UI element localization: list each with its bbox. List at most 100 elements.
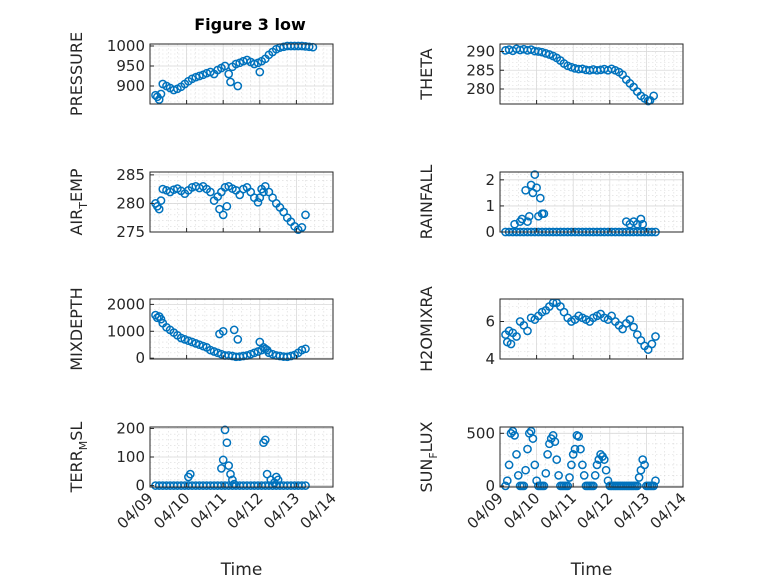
sun_flux-point <box>530 460 540 470</box>
mixdepth-ytick-label: 0 <box>135 349 145 367</box>
rainfall-point <box>539 209 549 219</box>
air_temp-ytick-label: 280 <box>116 194 145 212</box>
theta-ylabel: THETA <box>417 48 436 100</box>
rainfall-point <box>524 211 534 221</box>
terr_msl-point <box>301 481 310 490</box>
theta-axes-border <box>499 43 684 105</box>
terr_msl-point <box>297 481 307 490</box>
rainfall-point <box>636 214 646 224</box>
pressure-point <box>304 42 314 52</box>
sun_flux-point <box>632 481 642 491</box>
h2omixra-ytick-label: 6 <box>485 313 495 331</box>
mixdepth-point <box>156 314 166 324</box>
terr_msl-ytick-label: 100 <box>116 448 145 466</box>
sun_flux-point <box>521 465 530 475</box>
h2omixra-ytick-label: 4 <box>485 350 495 368</box>
terr_msl-point <box>220 425 230 435</box>
air_temp-point <box>154 204 164 214</box>
sun_flux-point <box>649 481 659 491</box>
h2omixra-point <box>629 322 638 332</box>
sun_flux-xtick-label: 04/14 <box>647 489 690 532</box>
air_temp-axes <box>149 171 334 233</box>
pressure-point <box>224 69 234 79</box>
pressure-ylabel: PRESSURE <box>67 32 86 116</box>
rainfall-point <box>521 185 530 195</box>
sun_flux-point <box>579 471 589 480</box>
sun_flux-point <box>552 455 562 464</box>
terr_msl-xtick-label: 04/14 <box>297 489 340 532</box>
mixdepth-point <box>233 335 243 344</box>
terr_msl-point <box>260 435 270 445</box>
air_temp-point <box>253 197 263 207</box>
sun_flux-point <box>638 455 648 464</box>
theta-ytick-label: 285 <box>466 61 495 79</box>
terr_msl-axes-border <box>149 426 334 488</box>
rainfall-axes-border <box>499 171 684 233</box>
theta-point <box>649 91 659 101</box>
terr_msl-point <box>229 479 239 489</box>
sun_flux-point <box>539 481 549 491</box>
pressure-panel: 900 950 1000 PRESSURE <box>67 32 334 116</box>
sun_flux-point <box>590 471 600 480</box>
terr_msl-point <box>226 469 235 479</box>
terr_msl-point <box>224 461 234 470</box>
sun_flux-point <box>545 439 554 449</box>
h2omixra-point <box>523 326 532 336</box>
mixdepth-ytick-label: 1000 <box>107 322 145 340</box>
mixdepth-point <box>184 336 193 346</box>
sun_flux-xtick-label: 04/09 <box>464 489 507 532</box>
terr_msl-xlabel: Time <box>220 560 263 580</box>
terr_msl-point <box>222 438 232 448</box>
sun_flux-point <box>570 444 580 454</box>
h2omixra-point <box>651 332 660 341</box>
pressure-point <box>233 81 243 91</box>
sun_flux-point <box>574 432 584 441</box>
rainfall-point <box>532 183 541 193</box>
mixdepth-axes-border <box>149 298 334 360</box>
sun_flux-xtick-label: 04/11 <box>537 489 580 532</box>
sun_flux-point <box>512 450 521 459</box>
sun_flux-point <box>588 481 598 491</box>
air_temp-point <box>222 201 232 211</box>
sun_flux-xtick-label: 04/12 <box>573 489 616 532</box>
air_temp-point <box>158 184 168 194</box>
sun_flux-ytick-label: 0 <box>485 477 495 495</box>
mixdepth-point <box>229 325 239 335</box>
terr_msl-panel: 0 100 200 TERRMSL 04/0904/1004/1104/1204/130… <box>67 419 340 580</box>
terr_msl-xtick-label: 04/12 <box>223 489 266 532</box>
sun_flux-point <box>510 431 519 440</box>
sun_flux-point <box>651 476 660 486</box>
air_temp-axes-border <box>149 171 334 233</box>
pressure-axes-border <box>149 43 334 105</box>
air_temp-ylabel: AIRTEMP <box>67 168 90 235</box>
mixdepth-point <box>218 326 228 336</box>
mixdepth-point <box>286 351 296 361</box>
h2omixra-ylabel: H2OMIXRA <box>417 286 436 372</box>
air_temp-ytick-label: 285 <box>116 166 145 184</box>
pressure-point <box>255 67 265 77</box>
sun_flux-point <box>563 481 573 491</box>
h2omixra-point <box>647 339 657 349</box>
rainfall-ytick-label: 2 <box>485 171 495 189</box>
sun_flux-point <box>578 460 587 470</box>
rainfall-ylabel: RAINFALL <box>417 165 436 240</box>
sun_flux-xtick-label: 04/13 <box>610 489 653 532</box>
terr_msl-point <box>217 464 226 473</box>
sun_flux-point <box>592 460 602 470</box>
sun_flux-point <box>567 460 576 470</box>
mixdepth-point <box>249 348 259 358</box>
mixdepth-ylabel: MIXDEPTH <box>67 287 86 370</box>
sun_flux-panel: 0 500 SUNFLUX 04/0904/1004/1104/1204/1304/1… <box>417 421 690 580</box>
sun_flux-point <box>640 460 649 470</box>
h2omixra-point <box>506 339 516 349</box>
air_temp-ytick-label: 275 <box>116 223 145 241</box>
sun_flux-ylabel: SUNFLUX <box>417 421 440 492</box>
terr_msl-ylabel: TERRMSL <box>67 422 90 494</box>
mixdepth-point <box>301 344 310 354</box>
h2omixra-point <box>625 315 635 324</box>
pressure-point <box>226 77 235 87</box>
sun_flux-point <box>550 437 560 447</box>
terr_msl-xtick-label: 04/10 <box>150 489 193 532</box>
terr_msl-xtick-label: 04/11 <box>187 489 230 532</box>
